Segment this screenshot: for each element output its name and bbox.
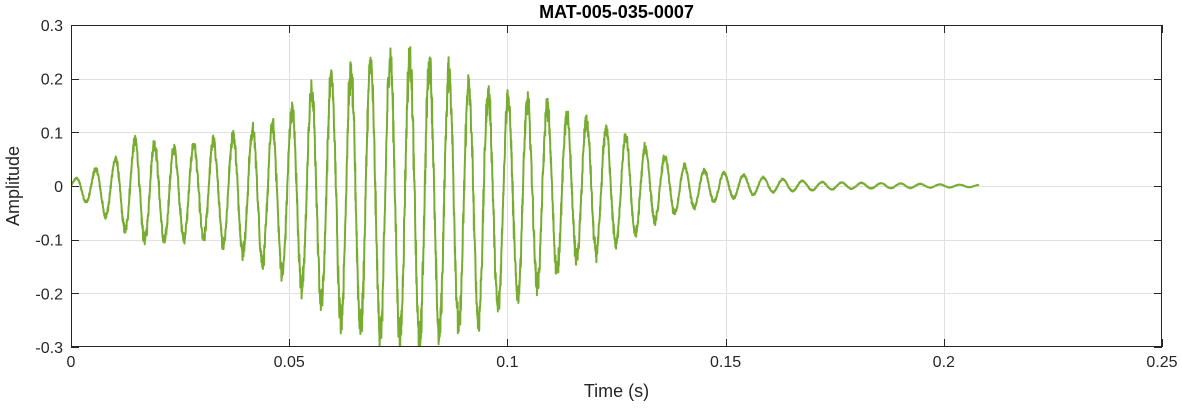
- x-tick-label: 0.2: [933, 354, 955, 371]
- y-tick-label: 0.3: [41, 18, 63, 35]
- ticks: 0 0.05 0.1 0.15 0.2 0.25 -0.3 -0.2 -0.1 0 0.1 0.2 0.…: [35, 18, 1177, 371]
- x-tick-label: 0.15: [710, 354, 741, 371]
- x-tick-label: 0: [67, 354, 76, 371]
- x-tick-label: 0.05: [274, 354, 305, 371]
- chart-title: MAT-005-035-0007: [539, 2, 694, 22]
- y-tick-label: 0.1: [41, 125, 63, 142]
- x-axis-title: Time (s): [584, 381, 649, 401]
- series-line: [71, 46, 980, 347]
- y-tick-label: -0.2: [35, 286, 63, 303]
- series-layer: [71, 46, 980, 347]
- y-axis-title: Amplitude: [3, 146, 23, 226]
- x-tick-label: 0.25: [1146, 354, 1177, 371]
- y-tick-label: -0.3: [35, 340, 63, 357]
- y-tick-label: -0.1: [35, 233, 63, 250]
- x-tick-label: 0.1: [496, 354, 518, 371]
- y-tick-label: 0: [54, 179, 63, 196]
- y-tick-label: 0.2: [41, 72, 63, 89]
